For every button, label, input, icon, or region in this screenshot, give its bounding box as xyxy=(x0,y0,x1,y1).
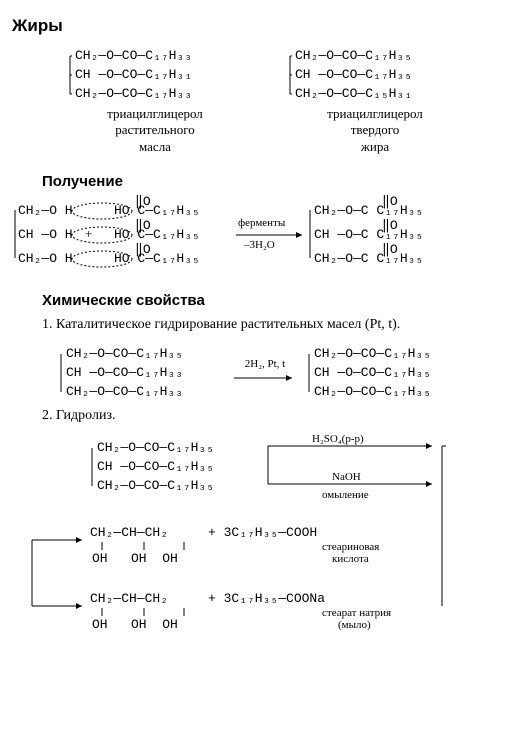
solid-fat-caption: триацилглицерол твердого жира xyxy=(327,106,423,155)
svg-text:HO C—C₁₇H₃₅: HO C—C₁₇H₃₅ xyxy=(114,251,200,266)
svg-text:CH₂—O—CO—C₁₇H₃₅: CH₂—O—CO—C₁₇H₃₅ xyxy=(314,346,431,361)
svg-text:CH₂—O—CO—C₁₇H₃₃: CH₂—O—CO—C₁₇H₃₃ xyxy=(66,384,183,399)
svg-text:H₂SO₄(р-р): H₂SO₄(р-р) xyxy=(312,433,364,445)
svg-text:CH₂—O—CO—C₁₇H₃₃: CH₂—O—CO—C₁₇H₃₃ xyxy=(75,86,192,101)
plant-oil-structure: CH₂—O—CO—C₁₇H₃₃ CH —O—CO—C₁₇H₃₁ CH₂—O—CO… xyxy=(65,44,245,104)
hydrog-arrow: 2H₂, Pt, t xyxy=(232,359,298,385)
svg-text:CH₂—O—CO—C₁₇H₃₅: CH₂—O—CO—C₁₇H₃₅ xyxy=(295,48,412,63)
hydrolysis-svg: CH₂—O—CO—C₁₇H₃₅ CH —O—CO—C₁₇H₃₅ CH₂—O—CO… xyxy=(12,434,518,634)
svg-text:CH₂—O—C C₁₇H₃₅: CH₂—O—C C₁₇H₃₅ xyxy=(314,203,423,218)
svg-text:OH OH OH: OH OH OH xyxy=(92,551,178,566)
svg-text:CH₂—O H: CH₂—O H xyxy=(18,251,73,266)
svg-text:+: + xyxy=(85,226,92,241)
svg-text:кислота: кислота xyxy=(332,553,369,565)
svg-text:стеарат натрия: стеарат натрия xyxy=(322,607,391,619)
svg-text:‖O: ‖O xyxy=(135,194,151,209)
svg-text:CH —O—CO—C₁₇H₃₅: CH —O—CO—C₁₇H₃₅ xyxy=(295,67,412,82)
svg-text:CH —O H: CH —O H xyxy=(18,227,73,242)
hydrogenation-reaction: CH₂—O—CO—C₁₇H₃₅ CH —O—CO—C₁₇H₃₃ CH₂—O—CO… xyxy=(12,342,518,402)
svg-text:CH —O—CO—C₁₇H₃₃: CH —O—CO—C₁₇H₃₃ xyxy=(66,365,183,380)
chemprops-item1: 1. Каталитическое гидрирование раститель… xyxy=(42,315,518,335)
svg-text:OH OH OH: OH OH OH xyxy=(92,617,178,632)
svg-text:CH₂—O—CO—C₁₇H₃₅: CH₂—O—CO—C₁₇H₃₅ xyxy=(97,478,214,493)
page-title: Жиры xyxy=(12,16,518,36)
svg-text:CH —O—C C₁₇H₃₅: CH —O—C C₁₇H₃₅ xyxy=(314,227,423,242)
production-reaction: CH₂—O H CH —O H CH₂—O H + HO C—C₁₇H₃₅ HO… xyxy=(12,196,518,274)
svg-text:CH₂—CH—CH₂: CH₂—CH—CH₂ xyxy=(90,525,168,540)
svg-text:CH₂—CH—CH₂: CH₂—CH—CH₂ xyxy=(90,591,168,606)
production-svg: CH₂—O H CH —O H CH₂—O H + HO C—C₁₇H₃₅ HO… xyxy=(12,196,518,274)
svg-text:CH —O—CO—C₁₇H₃₁: CH —O—CO—C₁₇H₃₁ xyxy=(75,67,192,82)
svg-text:ферменты: ферменты xyxy=(238,217,286,229)
chemprops-heading: Химические свойства xyxy=(42,292,518,309)
svg-text:HO C—C₁₇H₃₅: HO C—C₁₇H₃₅ xyxy=(114,203,200,218)
hydrog-left: CH₂—O—CO—C₁₇H₃₅ CH —O—CO—C₁₇H₃₃ CH₂—O—CO… xyxy=(56,342,226,402)
svg-text:CH₂—O—C C₁₇H₃₅: CH₂—O—C C₁₇H₃₅ xyxy=(314,251,423,266)
chemprops-item2: 2. Гидролиз. xyxy=(42,406,518,426)
triglyceride-pair: CH₂—O—CO—C₁₇H₃₃ CH —O—CO—C₁₇H₃₁ CH₂—O—CO… xyxy=(12,44,518,155)
svg-text:CH —O—CO—C₁₇H₃₅: CH —O—CO—C₁₇H₃₅ xyxy=(97,459,214,474)
svg-text:‖O: ‖O xyxy=(382,242,398,257)
hydrog-right: CH₂—O—CO—C₁₇H₃₅ CH —O—CO—C₁₇H₃₅ CH₂—O—CO… xyxy=(304,342,474,402)
plant-oil-caption: триацилглицерол растительного масла xyxy=(107,106,203,155)
svg-text:стеариновая: стеариновая xyxy=(322,541,379,553)
svg-text:–3H₂O: –3H₂O xyxy=(243,239,275,251)
svg-text:CH₂—O—CO—C₁₅H₃₁: CH₂—O—CO—C₁₅H₃₁ xyxy=(295,86,412,101)
svg-text:CH —O—CO—C₁₇H₃₅: CH —O—CO—C₁₇H₃₅ xyxy=(314,365,431,380)
svg-text:‖O: ‖O xyxy=(135,242,151,257)
svg-text:CH₂—O—CO—C₁₇H₃₃: CH₂—O—CO—C₁₇H₃₃ xyxy=(75,48,192,63)
solid-fat-structure: CH₂—O—CO—C₁₇H₃₅ CH —O—CO—C₁₇H₃₅ CH₂—O—CO… xyxy=(285,44,465,104)
svg-text:HO C—C₁₇H₃₅: HO C—C₁₇H₃₅ xyxy=(114,227,200,242)
svg-text:+ 3C₁₇H₃₅—COONa: + 3C₁₇H₃₅—COONa xyxy=(208,591,325,606)
svg-text:CH₂—O—CO—C₁₇H₃₅: CH₂—O—CO—C₁₇H₃₅ xyxy=(314,384,431,399)
svg-text:CH₂—O—CO—C₁₇H₃₅: CH₂—O—CO—C₁₇H₃₅ xyxy=(97,440,214,455)
svg-text:CH₂—O—CO—C₁₇H₃₅: CH₂—O—CO—C₁₇H₃₅ xyxy=(66,346,183,361)
production-heading: Получение xyxy=(42,173,518,190)
svg-text:CH₂—O H: CH₂—O H xyxy=(18,203,73,218)
hydrolysis-scheme: CH₂—O—CO—C₁₇H₃₅ CH —O—CO—C₁₇H₃₅ CH₂—O—CO… xyxy=(12,434,518,634)
svg-text:NaOH: NaOH xyxy=(332,471,361,483)
svg-text:‖O: ‖O xyxy=(382,194,398,209)
solid-fat-block: CH₂—O—CO—C₁₇H₃₅ CH —O—CO—C₁₇H₃₅ CH₂—O—CO… xyxy=(285,44,465,155)
svg-text:‖O: ‖O xyxy=(135,218,151,233)
svg-text:(мыло): (мыло) xyxy=(338,619,371,631)
svg-text:+ 3C₁₇H₃₅—COOH: + 3C₁₇H₃₅—COOH xyxy=(208,525,317,540)
svg-text:омыление: омыление xyxy=(322,489,369,501)
plant-oil-block: CH₂—O—CO—C₁₇H₃₃ CH —O—CO—C₁₇H₃₁ CH₂—O—CO… xyxy=(65,44,245,155)
svg-text:‖O: ‖O xyxy=(382,218,398,233)
